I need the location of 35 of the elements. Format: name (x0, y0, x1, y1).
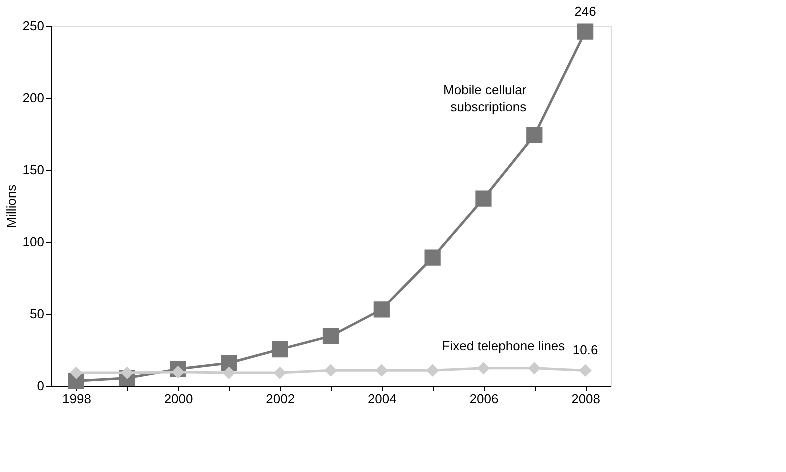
point (70, 366, 83, 380)
x-tick-label: 2008 (572, 392, 601, 406)
point (477, 362, 490, 375)
y-tick-label: 0 (37, 378, 44, 394)
series-label: Fixed telephone lines (442, 338, 566, 354)
point (221, 355, 238, 372)
point (274, 366, 286, 380)
x-tick-label: 2004 (368, 392, 397, 406)
data-label: 246 (574, 4, 596, 19)
point (526, 127, 543, 144)
y-tick-label: 200 (22, 90, 44, 106)
point (324, 364, 338, 377)
point (426, 364, 440, 377)
point (424, 250, 441, 266)
point (172, 366, 185, 379)
point (272, 342, 288, 358)
x-tick-label: 1998 (62, 392, 92, 406)
x-tick-label: 2002 (266, 392, 296, 406)
y-tick-label: 150 (22, 162, 44, 178)
point (476, 190, 492, 207)
point (376, 364, 388, 377)
point (577, 24, 594, 40)
y-tick-label: 100 (22, 234, 44, 250)
series-label: Mobile cellular subscriptions (444, 82, 528, 114)
point (579, 364, 592, 378)
point (222, 366, 236, 380)
y-tick-label: 50 (30, 306, 44, 322)
point (322, 328, 340, 344)
x-tick-label: 2000 (164, 392, 194, 406)
x-tick-label: 2006 (470, 392, 499, 406)
data-label: 10.6 (572, 342, 598, 358)
point (374, 302, 390, 318)
point (528, 362, 541, 375)
y-axis-title: Millions (4, 184, 19, 228)
y-tick-label: 250 (22, 18, 44, 34)
